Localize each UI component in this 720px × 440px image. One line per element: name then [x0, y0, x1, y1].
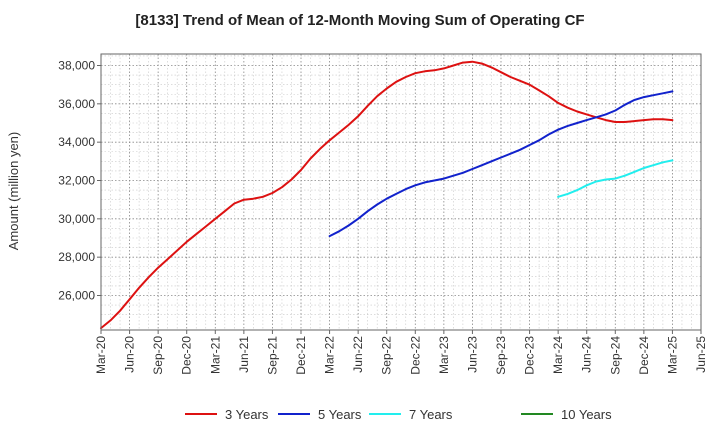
y-axis-ticks: 26,000 28,000 30,000 32,000 34,000 36,000 38,0… — [58, 59, 101, 303]
legend-label: 10 Years — [561, 407, 612, 422]
series-line-5-years — [328, 90, 674, 238]
x-tick-label: Mar-25 — [665, 336, 679, 374]
y-tick-label: 32,000 — [58, 174, 95, 188]
y-tick-label: 38,000 — [58, 59, 95, 73]
x-tick-label: Sep-21 — [265, 336, 279, 375]
y-axis-label: Amount (million yen) — [6, 132, 21, 251]
series-line-7-years — [557, 159, 674, 198]
legend: 3 Years 5 Years 7 Years 10 Years — [185, 407, 612, 422]
x-tick-label: Sep-23 — [494, 336, 508, 375]
plot-frame — [100, 53, 702, 331]
x-tick-label: Sep-22 — [380, 336, 394, 375]
x-tick-label: Dec-24 — [637, 336, 651, 375]
x-tick-label: Sep-24 — [608, 336, 622, 375]
x-axis-ticks: Mar-20 Jun-20 Sep-20 Dec-20 Mar-21 Jun-21 Sep-… — [94, 330, 708, 375]
x-tick-label: Dec-23 — [523, 336, 537, 375]
x-tick-label: Dec-20 — [180, 336, 194, 375]
x-tick-label: Mar-22 — [323, 336, 337, 374]
x-tick-label: Jun-20 — [123, 336, 137, 373]
x-tick-label: Mar-23 — [437, 336, 451, 374]
x-tick-label: Dec-22 — [408, 336, 422, 375]
y-tick-label: 36,000 — [58, 97, 95, 111]
x-tick-label: Jun-25 — [694, 336, 708, 373]
legend-label: 3 Years — [225, 407, 269, 422]
x-tick-label: Jun-22 — [351, 336, 365, 373]
x-tick-label: Mar-20 — [94, 336, 108, 374]
grid — [100, 54, 702, 330]
legend-label: 7 Years — [409, 407, 453, 422]
y-tick-label: 26,000 — [58, 289, 95, 303]
y-tick-label: 34,000 — [58, 135, 95, 149]
x-tick-label: Dec-21 — [294, 336, 308, 375]
y-tick-label: 30,000 — [58, 212, 95, 226]
y-tick-label: 28,000 — [58, 250, 95, 264]
x-tick-label: Jun-21 — [237, 336, 251, 373]
x-tick-label: Jun-24 — [580, 336, 594, 373]
legend-label: 5 Years — [318, 407, 362, 422]
x-tick-label: Jun-23 — [465, 336, 479, 373]
series-lines — [100, 60, 674, 330]
x-tick-label: Mar-21 — [208, 336, 222, 374]
chart-title: [8133] Trend of Mean of 12-Month Moving … — [135, 12, 584, 29]
x-tick-label: Sep-20 — [151, 336, 165, 375]
series-line-3-years — [100, 60, 674, 330]
x-tick-label: Mar-24 — [551, 336, 565, 374]
